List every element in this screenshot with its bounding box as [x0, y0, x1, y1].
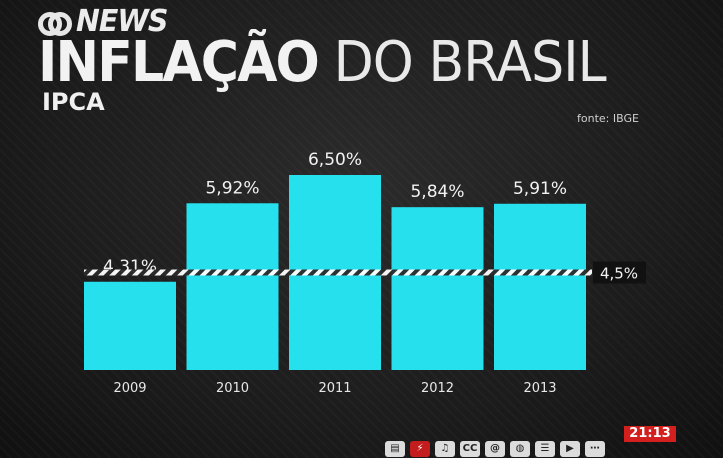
reference-label-box: [593, 261, 646, 284]
play-icon[interactable]: ▶: [560, 441, 580, 457]
x-tick-label-2009: 2009: [113, 381, 146, 396]
bar-2012: [391, 207, 484, 370]
x-tick-label-2010: 2010: [216, 381, 249, 396]
x-tick-label-2011: 2011: [318, 381, 351, 396]
sound-icon[interactable]: ♫: [435, 441, 455, 457]
bar-2010: [186, 203, 279, 370]
data-label-2013: 5,91%: [513, 179, 567, 199]
source-note: fonte: IBGE: [577, 112, 639, 125]
chart-title: INFLAÇÃO DO BRASIL: [38, 30, 607, 96]
list-icon[interactable]: ☰: [535, 441, 555, 457]
globe-icon[interactable]: ◍: [510, 441, 530, 457]
bar-2013: [494, 203, 586, 370]
bottom-toolbar: ▤ ⚡ ♫ CC @ ◍ ☰ ▶ ⋯: [385, 440, 723, 458]
title-bold: INFLAÇÃO: [38, 30, 320, 95]
data-label-2011: 6,50%: [308, 150, 362, 170]
weather-icon[interactable]: ⚡: [410, 441, 430, 457]
logo-text: NEWS: [76, 3, 168, 39]
cc-icon[interactable]: CC: [460, 441, 480, 457]
channel-logo: NEWS: [38, 3, 172, 39]
globe-logo-icon: [38, 8, 72, 36]
x-tick-label-2013: 2013: [523, 381, 556, 396]
clock: 21:13: [624, 426, 676, 442]
reference-line: [84, 269, 592, 276]
bar-2009: [84, 281, 176, 370]
at-icon[interactable]: @: [485, 441, 505, 457]
newspaper-icon[interactable]: ▤: [385, 441, 405, 457]
title-light: DO BRASIL: [317, 30, 607, 95]
data-label-2012: 5,84%: [410, 182, 464, 202]
x-tick-label-2012: 2012: [421, 381, 454, 396]
reference-label: 4,5%: [600, 265, 638, 283]
chart-subtitle: IPCA: [42, 88, 105, 116]
more-icon[interactable]: ⋯: [585, 441, 605, 457]
data-label-2010: 5,92%: [205, 178, 259, 198]
